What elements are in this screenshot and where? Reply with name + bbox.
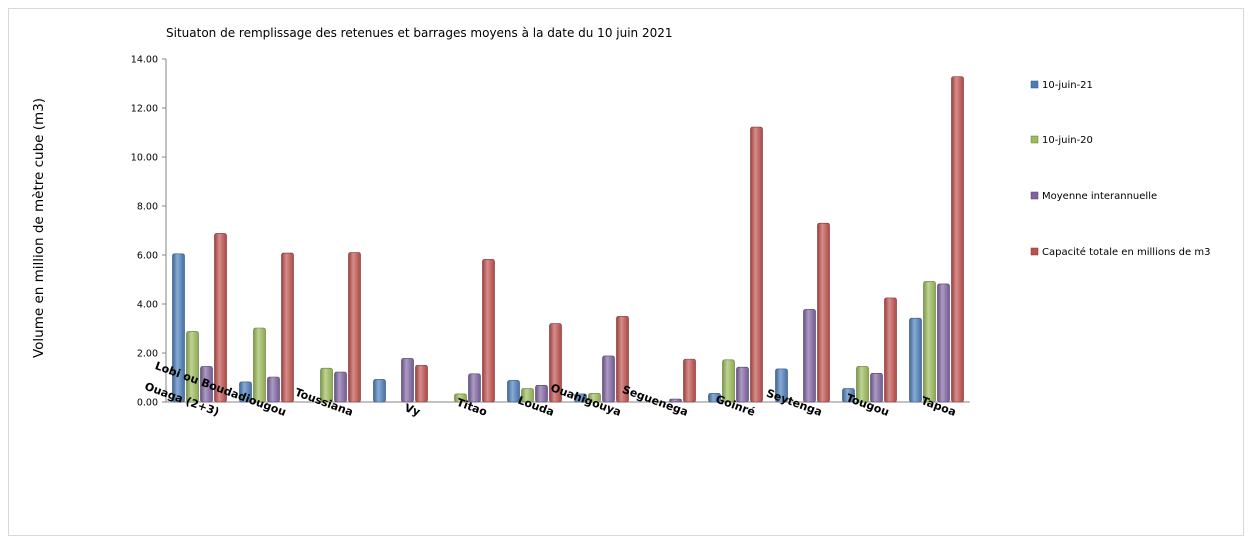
- bar: [708, 393, 721, 403]
- y-tick-label: 0.00: [137, 398, 158, 409]
- y-tick-label: 4.00: [137, 300, 158, 311]
- bar: [200, 366, 213, 403]
- bar: [574, 393, 587, 403]
- bar: [468, 373, 481, 403]
- legend-swatch: [1030, 80, 1039, 89]
- legend-swatch: [1030, 191, 1039, 200]
- y-tick-label: 10.00: [131, 153, 158, 164]
- y-tick-label: 12.00: [131, 104, 158, 115]
- bar: [588, 393, 601, 403]
- bar: [909, 317, 922, 403]
- bar: [817, 222, 830, 403]
- y-tick-label: 6.00: [137, 251, 158, 262]
- bar: [736, 366, 749, 403]
- bar: [334, 371, 347, 403]
- bar: [186, 331, 199, 403]
- bar: [937, 283, 950, 403]
- bar: [616, 315, 629, 403]
- bar: [535, 385, 548, 403]
- bar: [803, 309, 816, 403]
- bar: [281, 252, 294, 403]
- bar: [842, 388, 855, 403]
- legend-label: Capacité totale en millions de m3: [1042, 246, 1210, 258]
- axes: 0.00 2.00 4.00 6.00 8.00 10.00 12.00 14.00: [131, 55, 970, 409]
- bar: [415, 364, 428, 403]
- bar: [507, 380, 520, 403]
- bar: [750, 126, 763, 403]
- chart-title: Situaton de remplissage des retenues et …: [166, 26, 673, 40]
- bar: [923, 281, 936, 403]
- chart-frame: [8, 8, 1244, 536]
- legend-swatch: [1030, 247, 1039, 256]
- bar: [521, 388, 534, 403]
- legend-label: 10-juin-20: [1042, 135, 1093, 146]
- bar: [884, 297, 897, 403]
- legend-swatch: [1030, 135, 1039, 144]
- bar: [775, 368, 788, 403]
- bar: [454, 393, 467, 403]
- bar: [172, 253, 185, 403]
- bar: [856, 366, 869, 403]
- bar: [951, 76, 964, 403]
- legend-label: 10-juin-21: [1042, 80, 1093, 91]
- bar: [669, 398, 682, 403]
- bar: [549, 323, 562, 403]
- bar: [320, 367, 333, 403]
- bar: [602, 355, 615, 403]
- bars: [172, 76, 964, 403]
- legend-label: Moyenne interannuelle: [1042, 191, 1157, 202]
- legend: 10-juin-21 10-juin-20 Moyenne interannuell…: [1030, 80, 1210, 258]
- bar: [373, 379, 386, 403]
- y-axis-label: Volume en million de mètre cube (m3): [31, 98, 47, 358]
- bar: [267, 376, 280, 403]
- x-tick-label: Vy: [403, 401, 422, 419]
- y-tick-label: 14.00: [131, 55, 158, 66]
- bar: [482, 259, 495, 403]
- bar: [401, 358, 414, 403]
- bar: [348, 252, 361, 403]
- bar: [683, 358, 696, 403]
- bar: [214, 233, 227, 403]
- bar: [870, 373, 883, 403]
- bar: [722, 359, 735, 403]
- y-tick-label: 2.00: [137, 349, 158, 360]
- y-tick-label: 8.00: [137, 202, 158, 213]
- bar: [253, 327, 266, 403]
- bar: [239, 381, 252, 403]
